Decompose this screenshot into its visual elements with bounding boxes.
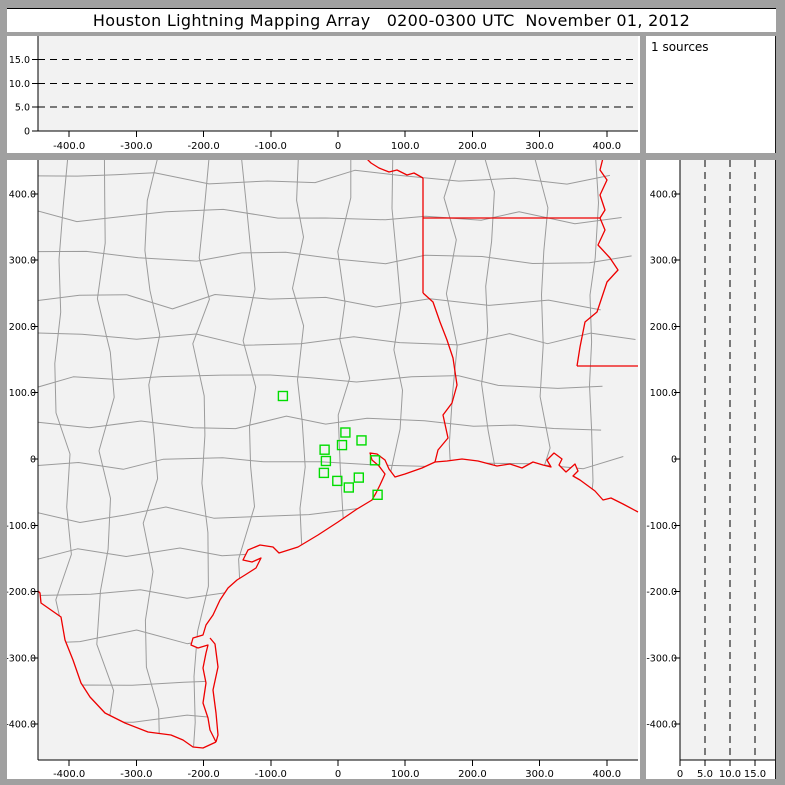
window-title: Houston Lightning Mapping Array 0200-030… — [92, 11, 691, 30]
lma-station-marker — [320, 455, 332, 467]
top-x-tick-label: -100.0 — [255, 141, 287, 152]
gulf-coastline — [190, 452, 639, 743]
top-x-tick-label: -400.0 — [53, 141, 85, 152]
county-line — [96, 160, 115, 729]
red-river-border — [367, 160, 424, 179]
right-x-tick-label: 5.0 — [697, 769, 713, 779]
map-y-tick-label: 300.0 — [9, 256, 36, 267]
right-x-tick-label: 15.0 — [744, 769, 766, 779]
county-line — [38, 332, 636, 346]
lma-station-marker — [336, 439, 348, 451]
lma-station-marker — [372, 489, 383, 500]
sources-panel: 1 sources — [646, 36, 776, 153]
title-bar: Houston Lightning Mapping Array 0200-030… — [7, 8, 776, 32]
lma-station-marker — [369, 455, 381, 466]
altitude-vs-eastwest-plot: 0 5.0 10.0 15.0 -400.0 -300.0 -200.0 -100.0 0 100… — [9, 36, 638, 152]
right-y-tick-label: 400.0 — [650, 189, 677, 200]
right-y-tick-label: -200.0 — [646, 587, 677, 598]
right-y-tick-label: -300.0 — [646, 653, 677, 664]
map-x-tick-label: 100.0 — [391, 769, 420, 779]
plan-view-map-panel: 400.0 300.0 200.0 100.0 0 -100.0 -200.0 -300.0 -… — [7, 160, 640, 779]
map-y-tick-label: -200.0 — [7, 587, 36, 598]
county-line — [38, 250, 632, 265]
county-line — [191, 160, 210, 748]
mississippi-river-border — [576, 160, 619, 367]
sources-count-label: 1 sources — [651, 40, 709, 54]
map-x-tick-label: -400.0 — [53, 769, 85, 779]
lma-stations — [277, 390, 383, 500]
top-x-tick-label: 200.0 — [458, 141, 487, 152]
lma-station-marker — [319, 444, 330, 455]
altitude-vs-eastwest-panel: 0 5.0 10.0 15.0 -400.0 -300.0 -200.0 -100.0 0 100… — [7, 36, 640, 153]
county-line — [38, 374, 603, 389]
map-x-tick-label: 300.0 — [525, 769, 554, 779]
lma-station-marker — [340, 427, 351, 438]
county-line — [38, 169, 610, 185]
right-y-tick-label: 300.0 — [650, 256, 677, 267]
top-x-tick-label: -300.0 — [120, 141, 152, 152]
altitude-vs-northsouth-plot: 400.0 300.0 200.0 100.0 0 -100.0 -200.0 -300.0 -… — [646, 160, 775, 779]
map-y-tick-label: -100.0 — [7, 521, 36, 532]
right-plot-area — [680, 160, 775, 760]
right-y-tick-label: 100.0 — [650, 388, 677, 399]
right-y-tick-label: -100.0 — [646, 521, 677, 532]
map-y-tick-label: 200.0 — [9, 322, 36, 333]
map-y-tick-label: -300.0 — [7, 653, 36, 664]
right-x-tick-label: 10.0 — [719, 769, 741, 779]
map-x-tick-label: 0 — [335, 769, 341, 779]
top-y-tick-label: 5.0 — [15, 103, 30, 114]
sabine-river-border — [422, 292, 458, 463]
right-y-tick-label: -400.0 — [646, 720, 677, 731]
map-y-tick-label: 100.0 — [9, 388, 36, 399]
map-y-tick-label: -400.0 — [7, 720, 36, 731]
map-y-tick-label: 0 — [30, 455, 36, 466]
top-x-tick-label: 300.0 — [525, 141, 554, 152]
map-x-tick-label: 200.0 — [458, 769, 487, 779]
top-y-tick-label: 10.0 — [9, 79, 30, 90]
top-y-tick-label: 15.0 — [9, 55, 30, 66]
county-line — [38, 415, 602, 431]
county-line — [38, 294, 601, 311]
map-x-tick-label: -300.0 — [120, 769, 152, 779]
top-x-tick-label: 100.0 — [391, 141, 420, 152]
lma-station-marker — [353, 472, 364, 483]
lma-station-marker — [343, 482, 354, 493]
county-line — [142, 160, 161, 748]
padre-island-coastline — [209, 637, 219, 743]
rio-grande-border — [37, 590, 217, 749]
right-x-tick-label: 0 — [677, 769, 683, 779]
county-line — [38, 208, 622, 225]
plan-view-map-plot: 400.0 300.0 200.0 100.0 0 -100.0 -200.0 -300.0 -… — [7, 160, 639, 779]
map-y-tick-label: 400.0 — [9, 189, 36, 200]
top-x-tick-label: 0 — [335, 141, 341, 152]
top-y-tick-label: 0 — [24, 127, 30, 138]
right-y-tick-label: 0 — [671, 455, 677, 466]
lma-station-marker — [277, 390, 289, 402]
lma-station-marker — [356, 435, 367, 446]
top-x-tick-label: 400.0 — [592, 141, 621, 152]
lma-station-marker — [318, 467, 330, 479]
map-x-tick-label: -100.0 — [255, 769, 287, 779]
map-x-tick-label: 400.0 — [592, 769, 621, 779]
state-borders — [37, 160, 639, 749]
map-plot-area — [38, 160, 638, 760]
right-y-tick-label: 200.0 — [650, 322, 677, 333]
map-x-tick-label: -200.0 — [187, 769, 219, 779]
top-x-tick-label: -200.0 — [187, 141, 219, 152]
lma-station-marker — [332, 475, 343, 487]
altitude-vs-northsouth-panel: 400.0 300.0 200.0 100.0 0 -100.0 -200.0 -300.0 -… — [646, 160, 776, 779]
